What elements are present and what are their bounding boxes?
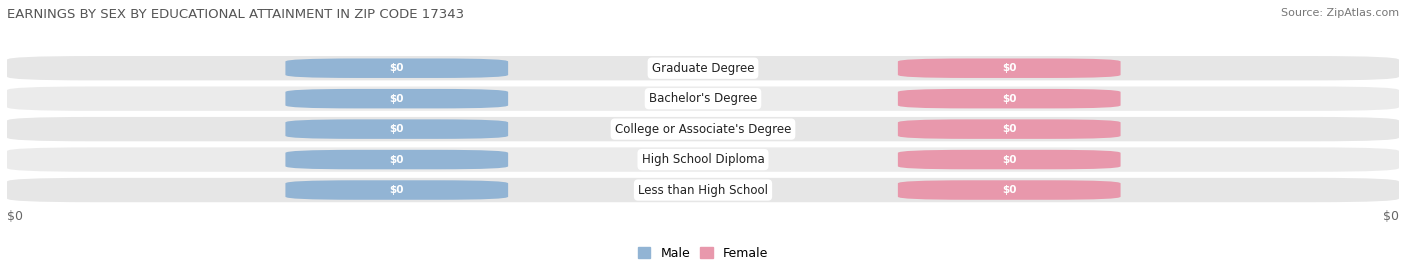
FancyBboxPatch shape	[7, 117, 1399, 141]
FancyBboxPatch shape	[898, 180, 1121, 200]
Text: Source: ZipAtlas.com: Source: ZipAtlas.com	[1281, 8, 1399, 18]
FancyBboxPatch shape	[285, 180, 508, 200]
FancyBboxPatch shape	[285, 150, 508, 169]
FancyBboxPatch shape	[7, 56, 1399, 80]
Text: High School Diploma: High School Diploma	[641, 153, 765, 166]
FancyBboxPatch shape	[898, 89, 1121, 108]
Text: College or Associate's Degree: College or Associate's Degree	[614, 123, 792, 136]
FancyBboxPatch shape	[285, 119, 508, 139]
FancyBboxPatch shape	[7, 178, 1399, 202]
FancyBboxPatch shape	[898, 119, 1121, 139]
Text: $0: $0	[1002, 94, 1017, 104]
Text: $0: $0	[389, 155, 404, 165]
Legend: Male, Female: Male, Female	[633, 242, 773, 265]
FancyBboxPatch shape	[7, 87, 1399, 111]
Text: $0: $0	[389, 185, 404, 195]
Text: $0: $0	[7, 210, 22, 223]
Text: $0: $0	[1002, 185, 1017, 195]
Text: $0: $0	[1002, 155, 1017, 165]
Text: $0: $0	[1002, 124, 1017, 134]
FancyBboxPatch shape	[7, 147, 1399, 172]
Text: $0: $0	[1384, 210, 1399, 223]
Text: Less than High School: Less than High School	[638, 183, 768, 197]
Text: EARNINGS BY SEX BY EDUCATIONAL ATTAINMENT IN ZIP CODE 17343: EARNINGS BY SEX BY EDUCATIONAL ATTAINMEN…	[7, 8, 464, 21]
Text: $0: $0	[389, 124, 404, 134]
Text: Graduate Degree: Graduate Degree	[652, 62, 754, 75]
FancyBboxPatch shape	[898, 58, 1121, 78]
FancyBboxPatch shape	[285, 58, 508, 78]
Text: Bachelor's Degree: Bachelor's Degree	[650, 92, 756, 105]
Text: $0: $0	[389, 63, 404, 73]
Text: $0: $0	[1002, 63, 1017, 73]
FancyBboxPatch shape	[898, 150, 1121, 169]
Text: $0: $0	[389, 94, 404, 104]
FancyBboxPatch shape	[285, 89, 508, 108]
